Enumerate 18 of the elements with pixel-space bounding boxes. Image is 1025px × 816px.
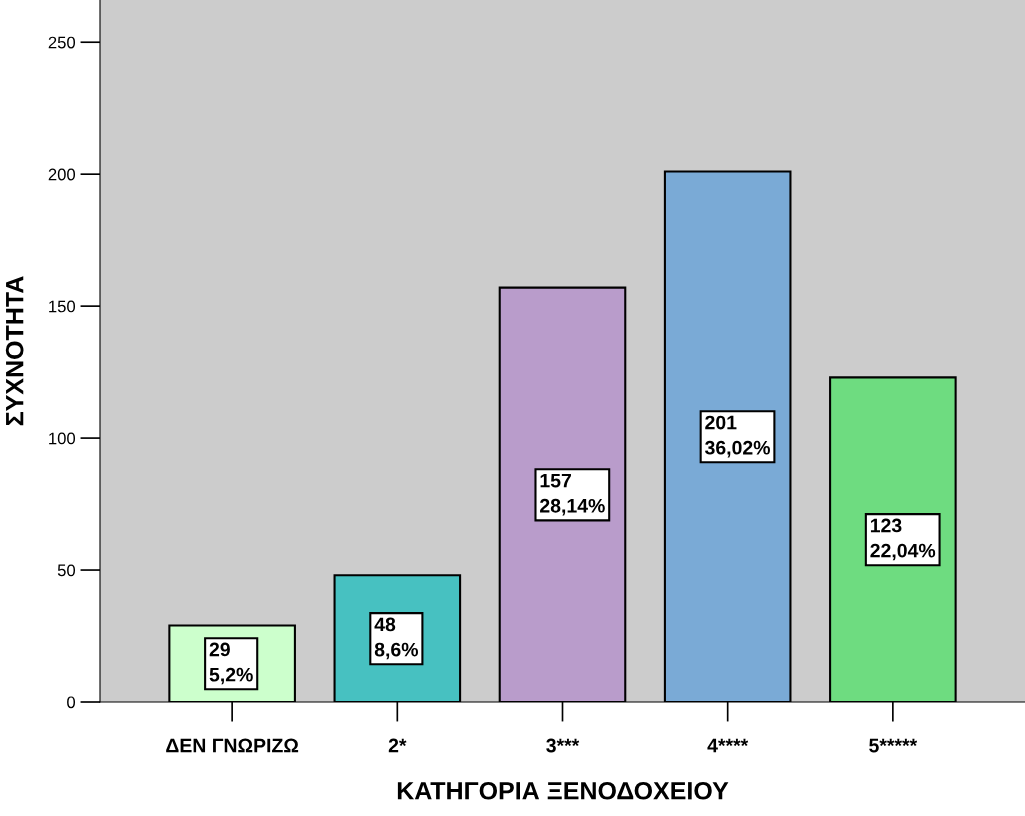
data-label: 157 28,14% bbox=[540, 473, 605, 516]
x-axis-title: ΚΑΤΗΓΟΡΙΑ ΞΕΝΟΔΟΧΕΙΟΥ bbox=[397, 781, 729, 800]
y-tick-label: 150 bbox=[49, 300, 76, 313]
y-tick-label: 250 bbox=[48, 36, 76, 49]
x-tick-label: 3*** bbox=[546, 738, 580, 753]
x-tick-label: 2* bbox=[388, 738, 407, 753]
y-tick-label: 200 bbox=[48, 168, 76, 181]
data-label: 48 8,6% bbox=[374, 617, 418, 660]
x-tick-label: ΔΕΝ ΓΝΩΡΙΖΩ bbox=[166, 738, 299, 753]
y-tick-label: 100 bbox=[49, 432, 76, 445]
x-tick-label: 4**** bbox=[707, 738, 749, 753]
y-tick-label: 50 bbox=[57, 564, 76, 577]
x-tick-label: 5***** bbox=[869, 738, 918, 753]
data-label: 201 36,02% bbox=[705, 415, 770, 458]
data-label: 29 5,2% bbox=[209, 642, 253, 685]
y-axis-title: ΣΥΧΝΟΤΗΤΑ bbox=[5, 276, 24, 426]
data-label: 123 22,04% bbox=[870, 518, 936, 561]
y-tick-label: 0 bbox=[67, 696, 76, 709]
